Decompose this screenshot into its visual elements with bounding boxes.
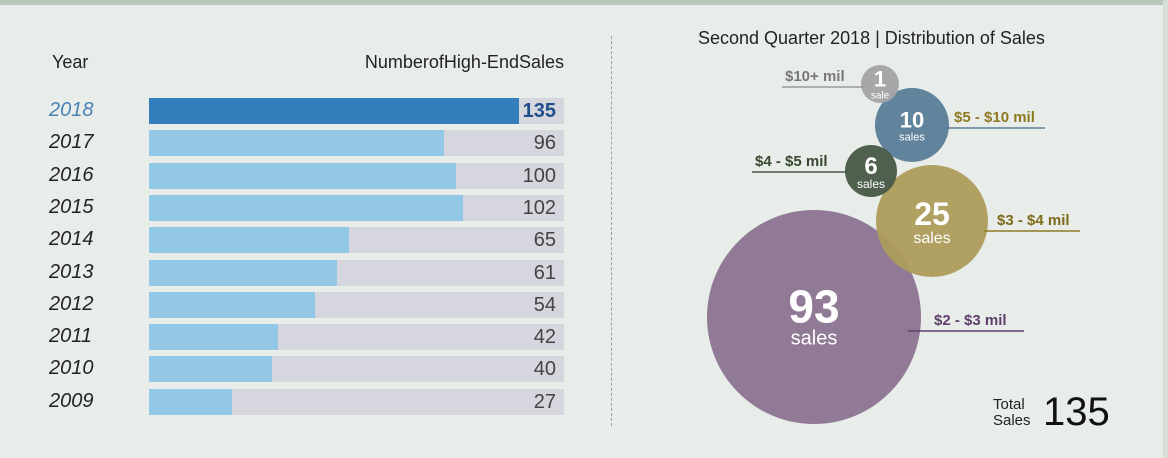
bar-track: 102	[149, 194, 564, 221]
bar-value-label: 42	[533, 326, 556, 349]
year-label: 2009	[49, 389, 94, 412]
range-label: $10+ mil	[785, 68, 845, 85]
bar-fill	[149, 194, 463, 221]
bubble-unit-label: sales	[913, 230, 950, 247]
year-label: 2017	[49, 131, 94, 154]
bar-track: 100	[149, 162, 564, 189]
bubble	[875, 88, 949, 162]
bar-fill	[149, 98, 519, 124]
year-label: 2015	[49, 195, 94, 218]
year-label: 2011	[49, 325, 93, 348]
total-label-line1: Total	[993, 396, 1025, 413]
bar-row-2012: 2012 54	[0, 291, 600, 318]
bar-track: 135	[149, 98, 564, 124]
distribution-title: Second Quarter 2018 | Distribution of Sa…	[698, 28, 1045, 48]
bar-track: 65	[149, 227, 564, 254]
bar-row-2015: 2015 102	[0, 194, 600, 221]
year-label: 2010	[49, 357, 94, 380]
bar-value-label: 135	[522, 100, 556, 122]
bar-row-2010: 2010 40	[0, 356, 600, 383]
bar-track: 42	[149, 324, 564, 351]
bubble	[845, 145, 897, 197]
range-label: $3 - $4 mil	[997, 212, 1070, 229]
sales-column-header: NumberofHigh-EndSales	[364, 52, 564, 72]
top-border	[0, 0, 1168, 5]
bar-fill	[149, 356, 272, 383]
bar-fill	[149, 388, 232, 415]
bar-row-2016: 2016 100	[0, 162, 600, 189]
total-label-line2: Sales	[993, 412, 1031, 429]
bar-row-2009: 2009 27	[0, 388, 600, 415]
bubble-unit-label: sale	[871, 91, 890, 102]
bubble-unit-label: sales	[857, 177, 885, 191]
bubble-count-label: 6	[864, 153, 877, 180]
year-label: 2016	[49, 163, 94, 186]
bar-track: 96	[149, 130, 564, 157]
bar-fill	[149, 162, 457, 189]
range-label: $2 - $3 mil	[934, 312, 1007, 329]
bar-fill	[149, 130, 445, 157]
bar-track: 27	[149, 388, 564, 415]
bar-track: 40	[149, 356, 564, 383]
bar-value-label: 96	[533, 132, 556, 155]
section-divider	[611, 36, 612, 426]
bubble-count-label: 1	[874, 67, 886, 92]
bar-row-2013: 2013 61	[0, 259, 600, 286]
bar-fill	[149, 324, 279, 351]
bar-fill	[149, 259, 337, 286]
bar-value-label: 54	[533, 293, 556, 316]
bar-row-2014: 2014 65	[0, 227, 600, 254]
year-label: 2018	[49, 99, 94, 121]
bar-track: 61	[149, 259, 564, 286]
bar-value-label: 61	[533, 261, 556, 284]
bubble	[861, 65, 899, 103]
bubble-count-label: 93	[788, 281, 839, 333]
bubble-count-label: 10	[900, 108, 924, 133]
bar-fill	[149, 227, 349, 254]
bar-value-label: 40	[533, 358, 556, 381]
bar-row-2018: 2018 135	[0, 98, 600, 124]
bubble	[876, 165, 988, 277]
bubble-count-label: 25	[914, 196, 950, 232]
total-sales-value: 135	[1043, 390, 1110, 434]
range-label: $4 - $5 mil	[755, 153, 828, 170]
bubble-unit-label: sales	[899, 132, 925, 144]
year-label: 2014	[49, 228, 94, 251]
bar-value-label: 100	[522, 164, 556, 187]
bubble-unit-label: sales	[791, 328, 838, 350]
bar-fill	[149, 291, 315, 318]
range-label: $5 - $10 mil	[954, 109, 1035, 126]
year-label: 2012	[49, 292, 94, 315]
bar-value-label: 102	[522, 196, 556, 219]
bar-row-2011: 2011 42	[0, 324, 600, 351]
bar-value-label: 65	[533, 229, 556, 252]
total-sales-label: Total Sales	[993, 397, 1031, 429]
bar-track: 54	[149, 291, 564, 318]
bar-value-label: 27	[533, 390, 556, 413]
year-column-header: Year	[52, 52, 89, 72]
bubble	[707, 210, 921, 424]
bar-row-2017: 2017 96	[0, 130, 600, 157]
right-edge	[1163, 0, 1168, 458]
year-label: 2013	[49, 260, 94, 283]
